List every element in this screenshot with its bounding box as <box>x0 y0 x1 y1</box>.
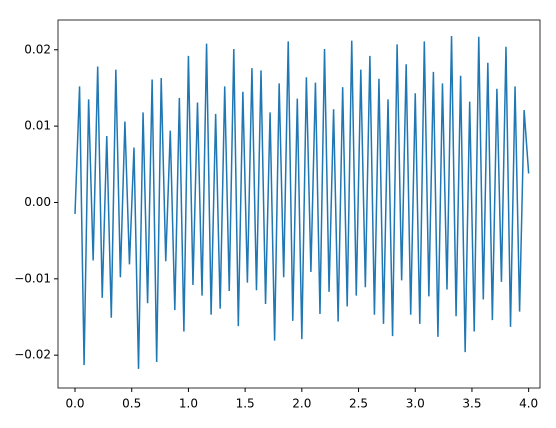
y-tick-label: 0.01 <box>24 119 51 133</box>
x-tick-label: 1.0 <box>179 397 198 411</box>
x-tick-label: 2.5 <box>349 397 368 411</box>
x-tick-label: 4.0 <box>519 397 538 411</box>
x-tick-label: 0.0 <box>65 397 84 411</box>
x-tick-label: 2.0 <box>292 397 311 411</box>
x-tick-label: 0.5 <box>122 397 141 411</box>
x-tick-label: 3.0 <box>406 397 425 411</box>
y-tick-label: 0.02 <box>24 42 51 56</box>
y-tick-label: −0.02 <box>14 348 51 362</box>
y-tick-label: −0.01 <box>14 271 51 285</box>
y-tick-label: 0.00 <box>24 195 51 209</box>
x-tick-label: 1.5 <box>236 397 255 411</box>
axes-frame <box>57 19 541 389</box>
x-tick-label: 3.5 <box>462 397 481 411</box>
line-series <box>74 36 530 369</box>
